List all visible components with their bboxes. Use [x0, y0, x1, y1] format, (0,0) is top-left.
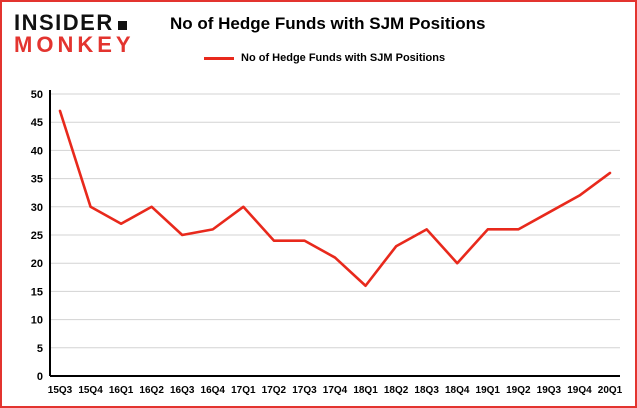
chart-legend: No of Hedge Funds with SJM Positions: [204, 52, 485, 64]
y-axis-tick-label: 45: [31, 117, 43, 129]
y-axis-tick-label: 50: [31, 89, 43, 101]
x-axis-tick-label: 16Q3: [170, 385, 195, 396]
x-axis-tick-label: 19Q2: [506, 385, 531, 396]
legend-line-swatch: [204, 56, 234, 60]
x-axis-tick-label: 17Q2: [262, 385, 287, 396]
y-axis-tick-label: 15: [31, 286, 43, 298]
x-axis-tick-label: 17Q1: [231, 385, 256, 396]
x-axis-tick-label: 17Q3: [292, 385, 317, 396]
logo-text-monkey: MONKEY: [14, 32, 135, 58]
insider-monkey-logo: INSIDER MONKEY: [14, 10, 135, 58]
logo-text-insider: INSIDER: [14, 10, 135, 35]
y-axis-tick-label: 5: [37, 343, 43, 355]
x-axis-tick-label: 19Q3: [537, 385, 562, 396]
y-axis-tick-label: 25: [31, 230, 43, 242]
x-axis-tick-label: 15Q4: [78, 385, 103, 396]
x-axis-tick-label: 16Q1: [109, 385, 134, 396]
x-axis-tick-label: 17Q4: [323, 385, 348, 396]
x-axis-tick-label: 18Q1: [353, 385, 378, 396]
y-axis-tick-label: 0: [37, 371, 43, 383]
x-axis-tick-label: 19Q4: [567, 385, 592, 396]
page-title: No of Hedge Funds with SJM Positions: [170, 14, 486, 33]
chart-area: 0 5 10 15 20 25 30 35 40 45 50 15Q3 15Q4 16Q1 16Q2 16Q3…: [2, 86, 635, 406]
y-axis-tick-label: 40: [31, 145, 43, 157]
x-axis-tick-label: 19Q1: [476, 385, 501, 396]
x-axis-tick-label: 18Q3: [414, 385, 439, 396]
x-axis-tick-label: 20Q1: [598, 385, 623, 396]
x-axis-tick-label: 15Q3: [48, 385, 73, 396]
title-block: No of Hedge Funds with SJM Positions No …: [170, 14, 485, 64]
y-axis-tick-label: 35: [31, 174, 43, 186]
hedge-funds-line-chart: 0 5 10 15 20 25 30 35 40 45 50 15Q3 15Q4 16Q1 16Q2 16Q3…: [31, 89, 623, 396]
y-axis-tick-label: 20: [31, 258, 43, 270]
x-axis-tick-label: 16Q2: [139, 385, 164, 396]
logo-square-icon: [117, 21, 127, 30]
series-line-hedge-funds: [58, 109, 612, 288]
x-axis-tick-label: 16Q4: [201, 385, 226, 396]
logo-word-insider: INSIDER: [14, 10, 114, 35]
y-axis-tick-label: 30: [31, 202, 43, 214]
x-axis-tick-label: 18Q2: [384, 385, 409, 396]
legend-label: No of Hedge Funds with SJM Positions: [241, 52, 446, 64]
x-axis-tick-label: 18Q4: [445, 385, 470, 396]
y-axis-tick-label: 10: [31, 315, 43, 327]
